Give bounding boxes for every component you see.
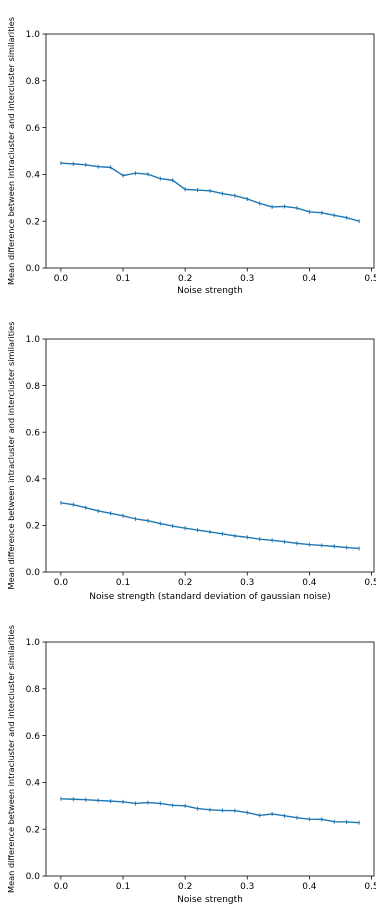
x-tick-label: 0.0	[54, 274, 69, 284]
x-tick-label: 0.0	[54, 578, 69, 588]
y-tick-label: 0.6	[26, 124, 41, 134]
y-tick-label: 0.4	[26, 475, 41, 485]
y-tick-label: 0.0	[26, 568, 41, 578]
chart-2: 0.0 0.1 0.2 0.3 0.4 0.5 0.0 0.2 0.4 0.6 0.8 1.0 Nois…	[6, 322, 376, 603]
y-tick-label: 0.8	[26, 77, 41, 87]
x-tick-label: 0.5	[364, 274, 376, 284]
x-tick-label: 0.1	[116, 882, 130, 892]
x-tick-label: 0.1	[116, 274, 130, 284]
x-tick-label: 0.4	[302, 274, 317, 284]
chart-1: 0.0 0.1 0.2 0.3 0.4 0.5 0.0 0.2 0.4 0.6 0.8 1.0 Nois…	[6, 17, 376, 296]
chart-3: 0.0 0.1 0.2 0.3 0.4 0.5 0.0 0.2 0.4 0.6 0.8 1.0 Nois…	[6, 625, 376, 905]
x-tick-label: 0.5	[364, 578, 376, 588]
x-tick-label: 0.2	[178, 274, 192, 284]
y-axis-label: Mean difference between intracluster and…	[6, 322, 16, 590]
x-tick-label: 0.2	[178, 578, 192, 588]
y-tick-label: 0.6	[26, 428, 41, 438]
plot-frame	[45, 338, 375, 573]
x-tick-label: 0.1	[116, 578, 130, 588]
x-tick-label: 0.4	[302, 882, 317, 892]
x-tick-label: 0.2	[178, 882, 192, 892]
y-tick-label: 0.4	[26, 779, 41, 789]
x-axis-label: Noise strength	[177, 286, 243, 296]
y-axis-label: Mean difference between intracluster and…	[6, 625, 16, 893]
x-tick-label: 0.5	[364, 882, 376, 892]
y-tick-label: 0.8	[26, 382, 41, 392]
x-tick-label: 0.3	[240, 274, 254, 284]
y-axis-label: Mean difference between intracluster and…	[6, 17, 16, 285]
x-axis-label: Noise strength (standard deviation of ga…	[89, 592, 330, 602]
y-tick-label: 0.4	[26, 171, 41, 181]
x-tick-label: 0.3	[240, 882, 254, 892]
series-line	[60, 502, 360, 550]
x-tick-label: 0.0	[54, 882, 69, 892]
y-tick-label: 0.2	[26, 217, 40, 227]
plot-frame	[45, 641, 375, 877]
plot-frame	[45, 33, 375, 269]
y-tick-label: 0.0	[26, 872, 41, 882]
x-tick-label: 0.3	[240, 578, 254, 588]
y-tick-label: 0.6	[26, 732, 41, 742]
y-tick-label: 1.0	[26, 335, 41, 345]
y-tick-label: 0.0	[26, 264, 41, 274]
y-tick-label: 1.0	[26, 30, 41, 40]
y-tick-label: 0.2	[26, 825, 40, 835]
y-tick-label: 0.8	[26, 685, 41, 695]
x-axis-label: Noise strength	[177, 895, 243, 905]
x-tick-label: 0.4	[302, 578, 317, 588]
y-tick-label: 1.0	[26, 638, 41, 648]
y-tick-label: 0.2	[26, 522, 40, 532]
